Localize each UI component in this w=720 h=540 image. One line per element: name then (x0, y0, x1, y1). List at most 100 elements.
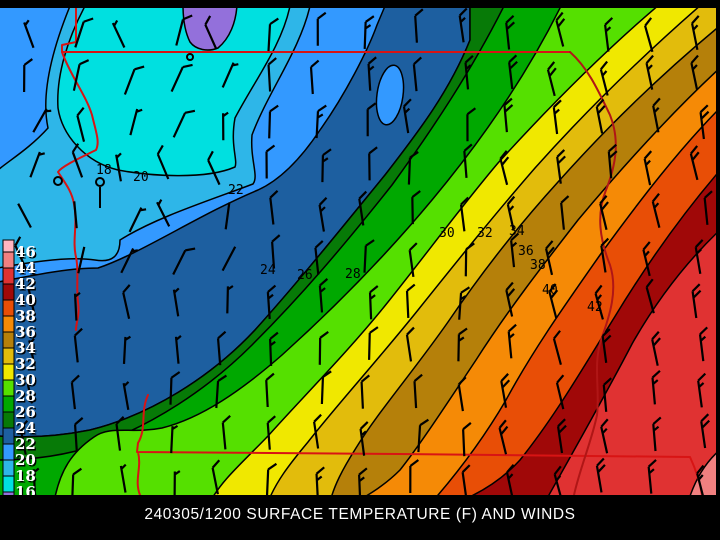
contour-label-26: 26 (297, 268, 313, 283)
wind-barb (123, 65, 145, 95)
wind-barb (651, 370, 661, 405)
colorbar-tick-label: 44 (15, 259, 36, 277)
wind-barb (318, 196, 328, 232)
wind-barb (408, 242, 418, 278)
contour-label-32: 32 (477, 226, 493, 241)
wind-barb (156, 199, 171, 227)
colorbar-tick-shadow: 18 (16, 468, 37, 486)
colorbar-tick-label: 34 (15, 339, 36, 357)
colorbar-tick-shadow: 26 (16, 404, 37, 422)
colorbar-swatch-16-18 (2, 475, 15, 493)
wind-barb (643, 150, 653, 186)
wind-layer (14, 8, 713, 495)
colorbar-swatch->46 (2, 239, 15, 253)
colorbar-tick-shadow: 32 (16, 356, 37, 374)
colorbar-tick-shadow: 30 (16, 372, 37, 390)
wind-barb (172, 247, 196, 275)
title-bar (0, 495, 720, 540)
colorbar (2, 239, 15, 513)
wind-barb (122, 335, 132, 364)
wind-barb (170, 63, 193, 93)
wind-barb (405, 326, 415, 362)
colorbar-swatch-34-36 (2, 331, 15, 349)
wind-barb (555, 374, 565, 410)
wind-barb (651, 331, 661, 366)
contour-label-28: 28 (345, 267, 361, 282)
colorbar-tick-label: 20 (15, 451, 36, 469)
wind-barb (368, 146, 378, 181)
wind-barb (552, 99, 562, 135)
wind-barb (32, 108, 52, 133)
wind-barb (169, 371, 181, 405)
east-river-line (569, 51, 617, 495)
wind-barb (651, 193, 661, 228)
colorbar-tick-shadow: 42 (16, 276, 37, 294)
wind-barb (462, 422, 472, 457)
colorbar-tick-label: 42 (15, 275, 36, 293)
wind-barb (266, 284, 277, 320)
colorbar-tick-label: 22 (15, 435, 36, 453)
wind-barb (652, 416, 662, 452)
wind-barb (271, 234, 281, 269)
wind-barb (499, 150, 510, 186)
wind-barb (508, 54, 518, 90)
wind-barb (359, 421, 369, 456)
wind-barb (25, 374, 34, 404)
wind-barb (689, 145, 700, 181)
colorbar-tick-shadow: 40 (16, 292, 37, 310)
wind-barb (600, 237, 610, 273)
wind-barb (461, 464, 471, 495)
cold-pocket-20-22 (375, 64, 405, 126)
wind-barb (405, 283, 416, 318)
wind-barb (699, 104, 710, 140)
colorbar-swatch-20-22 (2, 443, 15, 461)
contour-label-36: 36 (518, 244, 534, 259)
wind-barb (321, 148, 332, 183)
wind-barb (156, 144, 170, 180)
wind-barb (320, 370, 332, 405)
wind-barb (170, 424, 179, 454)
colorbar-tick-shadow: 24 (16, 420, 37, 438)
wind-barb (172, 287, 180, 317)
wind-barb (595, 457, 606, 493)
wind-barb (507, 323, 517, 359)
wind-barb (556, 418, 567, 454)
colorbar-tick-label: 46 (15, 243, 36, 261)
wind-barb (694, 239, 704, 274)
wind-barb (548, 283, 559, 319)
wind-barb (360, 374, 370, 409)
wind-barb (173, 470, 181, 495)
wind-barb (602, 377, 612, 412)
wind-barb (314, 240, 324, 275)
wind-barb (411, 190, 421, 225)
colorbar-tick-label: 38 (15, 307, 36, 325)
wind-barb (458, 286, 471, 320)
wind-barb (216, 330, 227, 366)
colorbar-swatch-40-42 (2, 283, 15, 301)
wind-barb (221, 62, 239, 88)
wind-barb (122, 381, 130, 410)
north-state-line (61, 8, 571, 53)
wind-barb (267, 57, 277, 92)
wind-barb (409, 459, 420, 494)
contour-label-42: 42 (587, 300, 603, 315)
colorbar-swatch-42-44 (2, 267, 15, 285)
colorbar-tick-label: 30 (15, 371, 36, 389)
wind-barb (265, 462, 278, 495)
wind-barb (595, 98, 606, 134)
colorbar-swatch-38-40 (2, 299, 15, 317)
wind-barb (367, 56, 377, 91)
wind-barb (412, 56, 422, 92)
wind-barb (19, 420, 29, 455)
colorbar-tick-label: 26 (15, 403, 36, 421)
contour-label-38: 38 (530, 258, 546, 273)
wind-barb (599, 195, 609, 230)
colorbar-swatch-44-46 (2, 251, 15, 269)
colorbar-swatch-24-26 (2, 411, 15, 429)
wind-barb (318, 278, 329, 313)
wind-barb (458, 8, 468, 43)
colorbar-tick-shadow: 28 (16, 388, 37, 406)
wind-barb (498, 419, 509, 455)
contour-label-30: 30 (439, 226, 455, 241)
